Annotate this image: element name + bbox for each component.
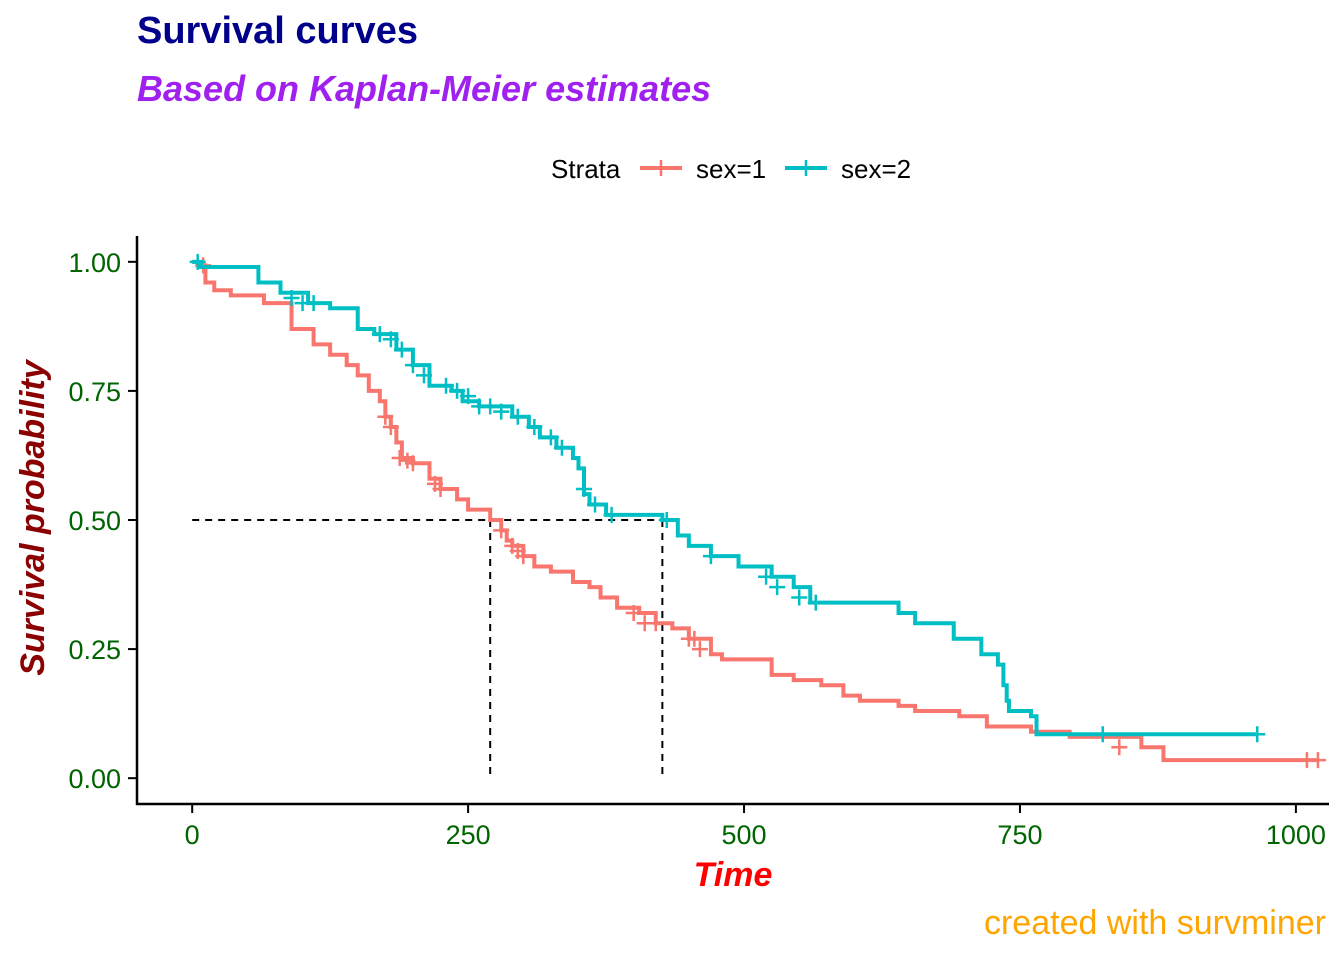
censor-mark [791,589,808,606]
censor-mark [526,419,543,436]
censor-mark [702,548,719,565]
x-tick-label: 1000 [1266,820,1326,850]
censor-mark [769,579,786,596]
chart-subtitle: Based on Kaplan-Meier estimates [137,68,712,109]
legend: Strata sex=1 sex=2 [551,154,911,184]
censor-mark [515,548,532,565]
censor-mark [553,439,570,456]
legend-key-censor [798,160,814,176]
censor-mark [807,594,824,611]
y-tick-label: 0.50 [68,506,121,536]
x-tick-label: 0 [185,820,200,850]
censor-mark [305,295,322,312]
censor-mark [1094,726,1111,743]
censor-mark [758,568,775,585]
censor-mark [1309,752,1326,769]
censor-mark [404,455,421,472]
censor-mark [382,331,399,348]
censor-mark [576,481,592,498]
censor-mark [189,253,206,270]
censor-mark [391,450,408,467]
censor-mark [283,289,300,306]
censor-mark [509,408,526,425]
censor-mark [542,429,559,446]
censor-mark [393,341,410,358]
axes: 0 250 500 750 1000 0.00 0.25 0.50 0.75 1.00 Time Su… [14,236,1329,894]
legend-item: sex=2 [785,154,911,184]
series-sex-2 [189,253,1266,743]
censor-mark [415,367,432,384]
censor-mark [404,357,421,374]
censor-mark [493,403,510,420]
x-tick-label: 750 [997,820,1042,850]
censor-mark [625,604,642,621]
censor-mark [377,408,394,425]
censor-mark [438,377,455,394]
censor-mark [493,522,510,539]
censor-mark [482,398,499,415]
y-tick-label: 0.75 [68,377,121,407]
x-tick-label: 250 [446,820,491,850]
x-tick-label: 500 [722,820,767,850]
censor-mark [382,419,399,436]
censor-mark [587,496,604,513]
legend-label: sex=1 [696,154,766,184]
survival-curves [189,253,1326,769]
censor-mark [449,382,466,399]
censor-mark [371,326,388,343]
survival-curve-line [192,259,1258,737]
legend-title: Strata [551,154,621,184]
y-axis-title: Survival probability [14,358,52,676]
censor-mark [647,615,664,632]
series-sex-1 [192,257,1326,769]
survival-curve-line [192,259,1318,763]
censor-mark [1111,739,1128,756]
censor-mark [658,512,675,528]
censor-mark [1249,726,1266,743]
chart-caption: created with survminer [983,904,1326,942]
y-tick-label: 1.00 [68,248,121,278]
legend-label: sex=2 [841,154,911,184]
legend-key-censor [653,160,669,176]
x-axis-title: Time [694,856,773,894]
censor-mark [686,630,703,647]
censor-mark [460,388,477,405]
median-lines [192,519,664,779]
chart-title: Survival curves [137,10,418,52]
legend-item: sex=1 [640,154,766,184]
censor-mark [691,641,708,658]
censor-mark [432,481,449,498]
censor-mark [603,506,620,523]
y-tick-label: 0.00 [68,764,121,794]
y-tick-label: 0.25 [68,635,121,665]
